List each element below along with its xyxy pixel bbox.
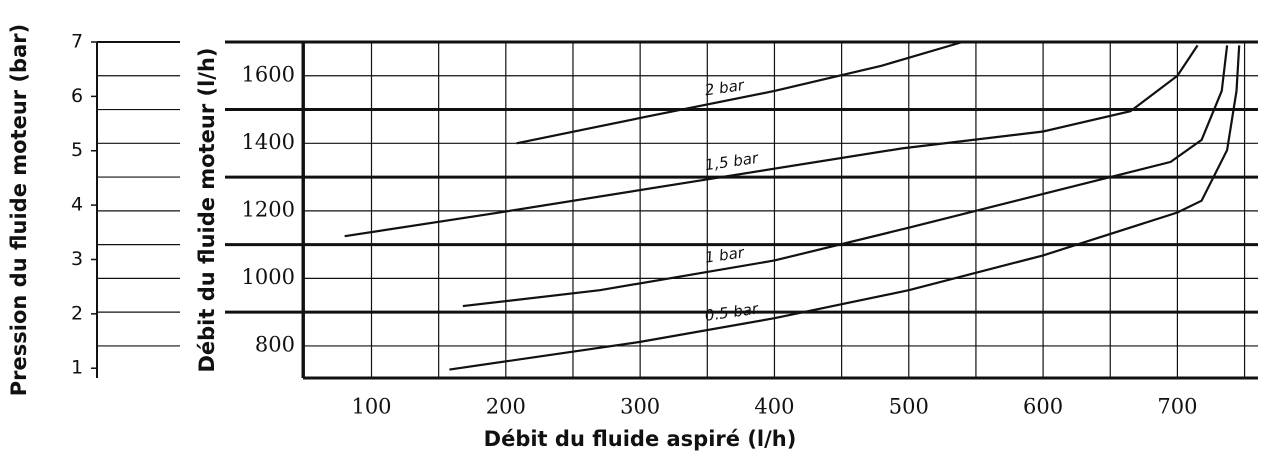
y-tick-label: 1400 [242, 130, 295, 154]
y2-tick-label: 3 [71, 248, 83, 270]
y2-axis-title: Pression du fluide moteur (bar) [7, 24, 31, 396]
curve [449, 45, 1241, 371]
curve [462, 45, 1229, 308]
y-tick-label: 1600 [242, 62, 295, 86]
y-tick-label: 1000 [242, 265, 295, 289]
curve-label: 1 bar [704, 243, 746, 266]
curve [516, 40, 963, 145]
y2-tick-label: 5 [71, 139, 83, 161]
x-tick-label: 100 [351, 395, 391, 419]
x-tick-label: 300 [620, 395, 660, 419]
x-tick-label: 500 [889, 395, 929, 419]
curve-label: 2 bar [704, 76, 746, 99]
y2-tick-label: 1 [71, 357, 83, 379]
y2-tick-label: 7 [71, 31, 83, 53]
y-tick-label: 800 [255, 332, 295, 356]
y2-tick-label: 4 [71, 194, 83, 216]
y-axis-title: Débit du fluide moteur (l/h) [195, 47, 219, 372]
y2-tick-label: 6 [71, 85, 83, 107]
x-axis-title: Débit du fluide aspiré (l/h) [484, 427, 797, 451]
x-tick-label: 400 [754, 395, 794, 419]
curve-label: 0.5 bar [704, 299, 760, 324]
curve-label: 1,5 bar [704, 149, 760, 174]
x-tick-label: 700 [1157, 395, 1197, 419]
y2-tick-label: 2 [71, 302, 83, 324]
curve [344, 44, 1199, 238]
y-tick-label: 1200 [242, 197, 295, 221]
x-tick-label: 200 [486, 395, 526, 419]
x-tick-label: 600 [1023, 395, 1063, 419]
